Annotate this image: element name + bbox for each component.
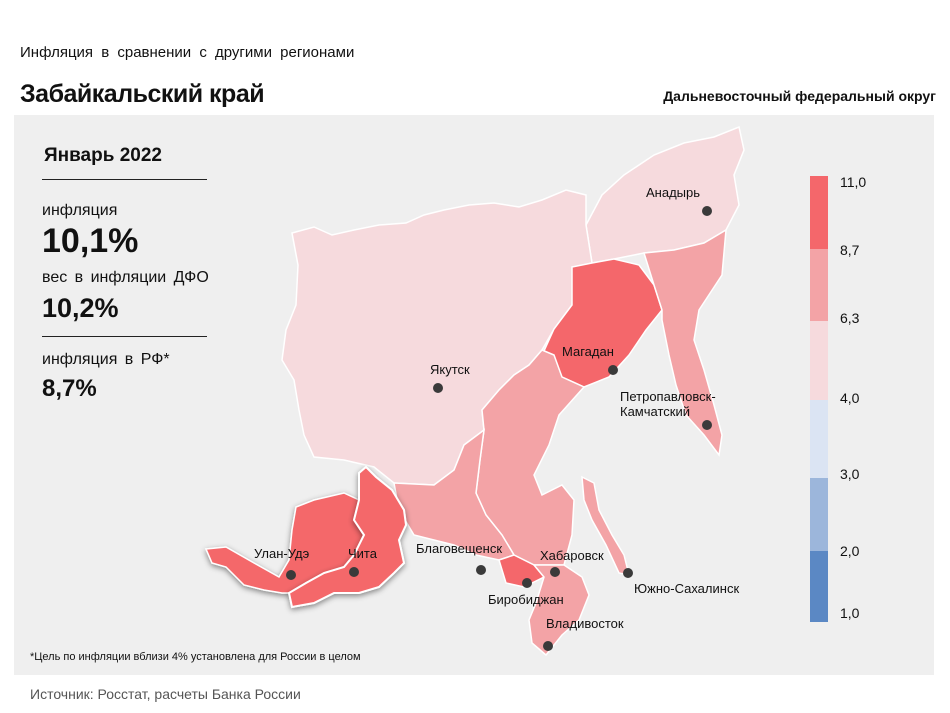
region-map: Анадырь Магадан Якутск Петропавловск- Ка… <box>204 125 866 657</box>
scale-label-6-3: 6,3 <box>840 310 860 326</box>
region-amur <box>393 428 516 561</box>
city-label-petropavlovsk-2: Камчатский <box>620 404 690 419</box>
rf-inflation-label: инфляция в РФ* <box>42 351 170 368</box>
city-dot-chita <box>349 567 359 577</box>
scale-band-over-8-7 <box>810 176 828 249</box>
footnote: *Цель по инфляции вблизи 4% установлена … <box>30 651 361 663</box>
color-scale: 11,0 8,7 6,3 4,0 3,0 2,0 1,0 <box>810 174 866 622</box>
city-dot-yakutsk <box>433 383 443 393</box>
city-dot-birobidzhan <box>522 578 532 588</box>
city-dot-vladivostok <box>543 641 553 651</box>
scale-band-3-0-to-4-0 <box>810 400 828 478</box>
inflation-value: 10,1% <box>42 222 139 260</box>
scale-label-8-7: 8,7 <box>840 242 860 258</box>
city-label-anadyr: Анадырь <box>646 185 700 200</box>
scale-band-6-3-to-8-7 <box>810 249 828 321</box>
weight-label: вес в инфляции ДФО <box>42 269 209 286</box>
city-label-vladivostok: Владивосток <box>546 616 624 631</box>
city-dot-khabarovsk <box>550 567 560 577</box>
city-label-chita: Чита <box>348 546 378 561</box>
region-magadan <box>543 258 663 388</box>
divider-bottom <box>42 336 207 337</box>
map-panel: Анадырь Магадан Якутск Петропавловск- Ка… <box>14 115 934 675</box>
scale-band-1-0-to-2-0 <box>810 551 828 622</box>
city-label-yakutsk: Якутск <box>430 362 470 377</box>
source-note: Источник: Росстат, расчеты Банка России <box>30 686 301 702</box>
city-label-petropavlovsk-1: Петропавловск- <box>620 389 716 404</box>
city-label-yuzhno-sakhalinsk: Южно-Сахалинск <box>634 581 739 596</box>
divider-top <box>42 179 207 180</box>
period-label: Январь 2022 <box>44 145 162 166</box>
region-kamchatka <box>643 228 727 457</box>
region-primorye <box>528 564 590 657</box>
city-label-ulan-ude: Улан-Удэ <box>254 546 310 561</box>
city-dot-yuzhno-sakhalinsk <box>623 568 633 578</box>
city-dot-anadyr <box>702 206 712 216</box>
stats-block: Январь 2022 инфляция 10,1% вес в инфляци… <box>42 145 212 403</box>
city-dot-magadan <box>608 365 618 375</box>
district-title: Дальневосточный федеральный округ <box>663 88 936 104</box>
city-label-magadan: Магадан <box>562 344 614 359</box>
scale-label-4-0: 4,0 <box>840 390 860 406</box>
scale-label-11-0: 11,0 <box>840 174 866 190</box>
scale-label-3-0: 3,0 <box>840 466 860 482</box>
scale-band-4-0-to-6-3 <box>810 321 828 400</box>
page-subtitle: Инфляция в сравнении с другими регионами <box>20 44 355 61</box>
city-dot-blagoveshchensk <box>476 565 486 575</box>
city-dot-ulan-ude <box>286 570 296 580</box>
rf-inflation-value: 8,7% <box>42 375 97 402</box>
weight-value: 10,2% <box>42 293 119 323</box>
scale-label-1-0: 1,0 <box>840 605 860 621</box>
scale-label-2-0: 2,0 <box>840 543 860 559</box>
page-title: Забайкальский край <box>20 80 265 108</box>
city-dot-petropavlovsk <box>702 420 712 430</box>
city-label-birobidzhan: Биробиджан <box>488 592 564 607</box>
city-label-khabarovsk: Хабаровск <box>540 548 604 563</box>
inflation-label: инфляция <box>42 202 118 219</box>
scale-band-2-0-to-3-0 <box>810 478 828 551</box>
region-zabaykalsky <box>287 465 408 609</box>
city-label-blagoveshchensk: Благовещенск <box>416 541 502 556</box>
